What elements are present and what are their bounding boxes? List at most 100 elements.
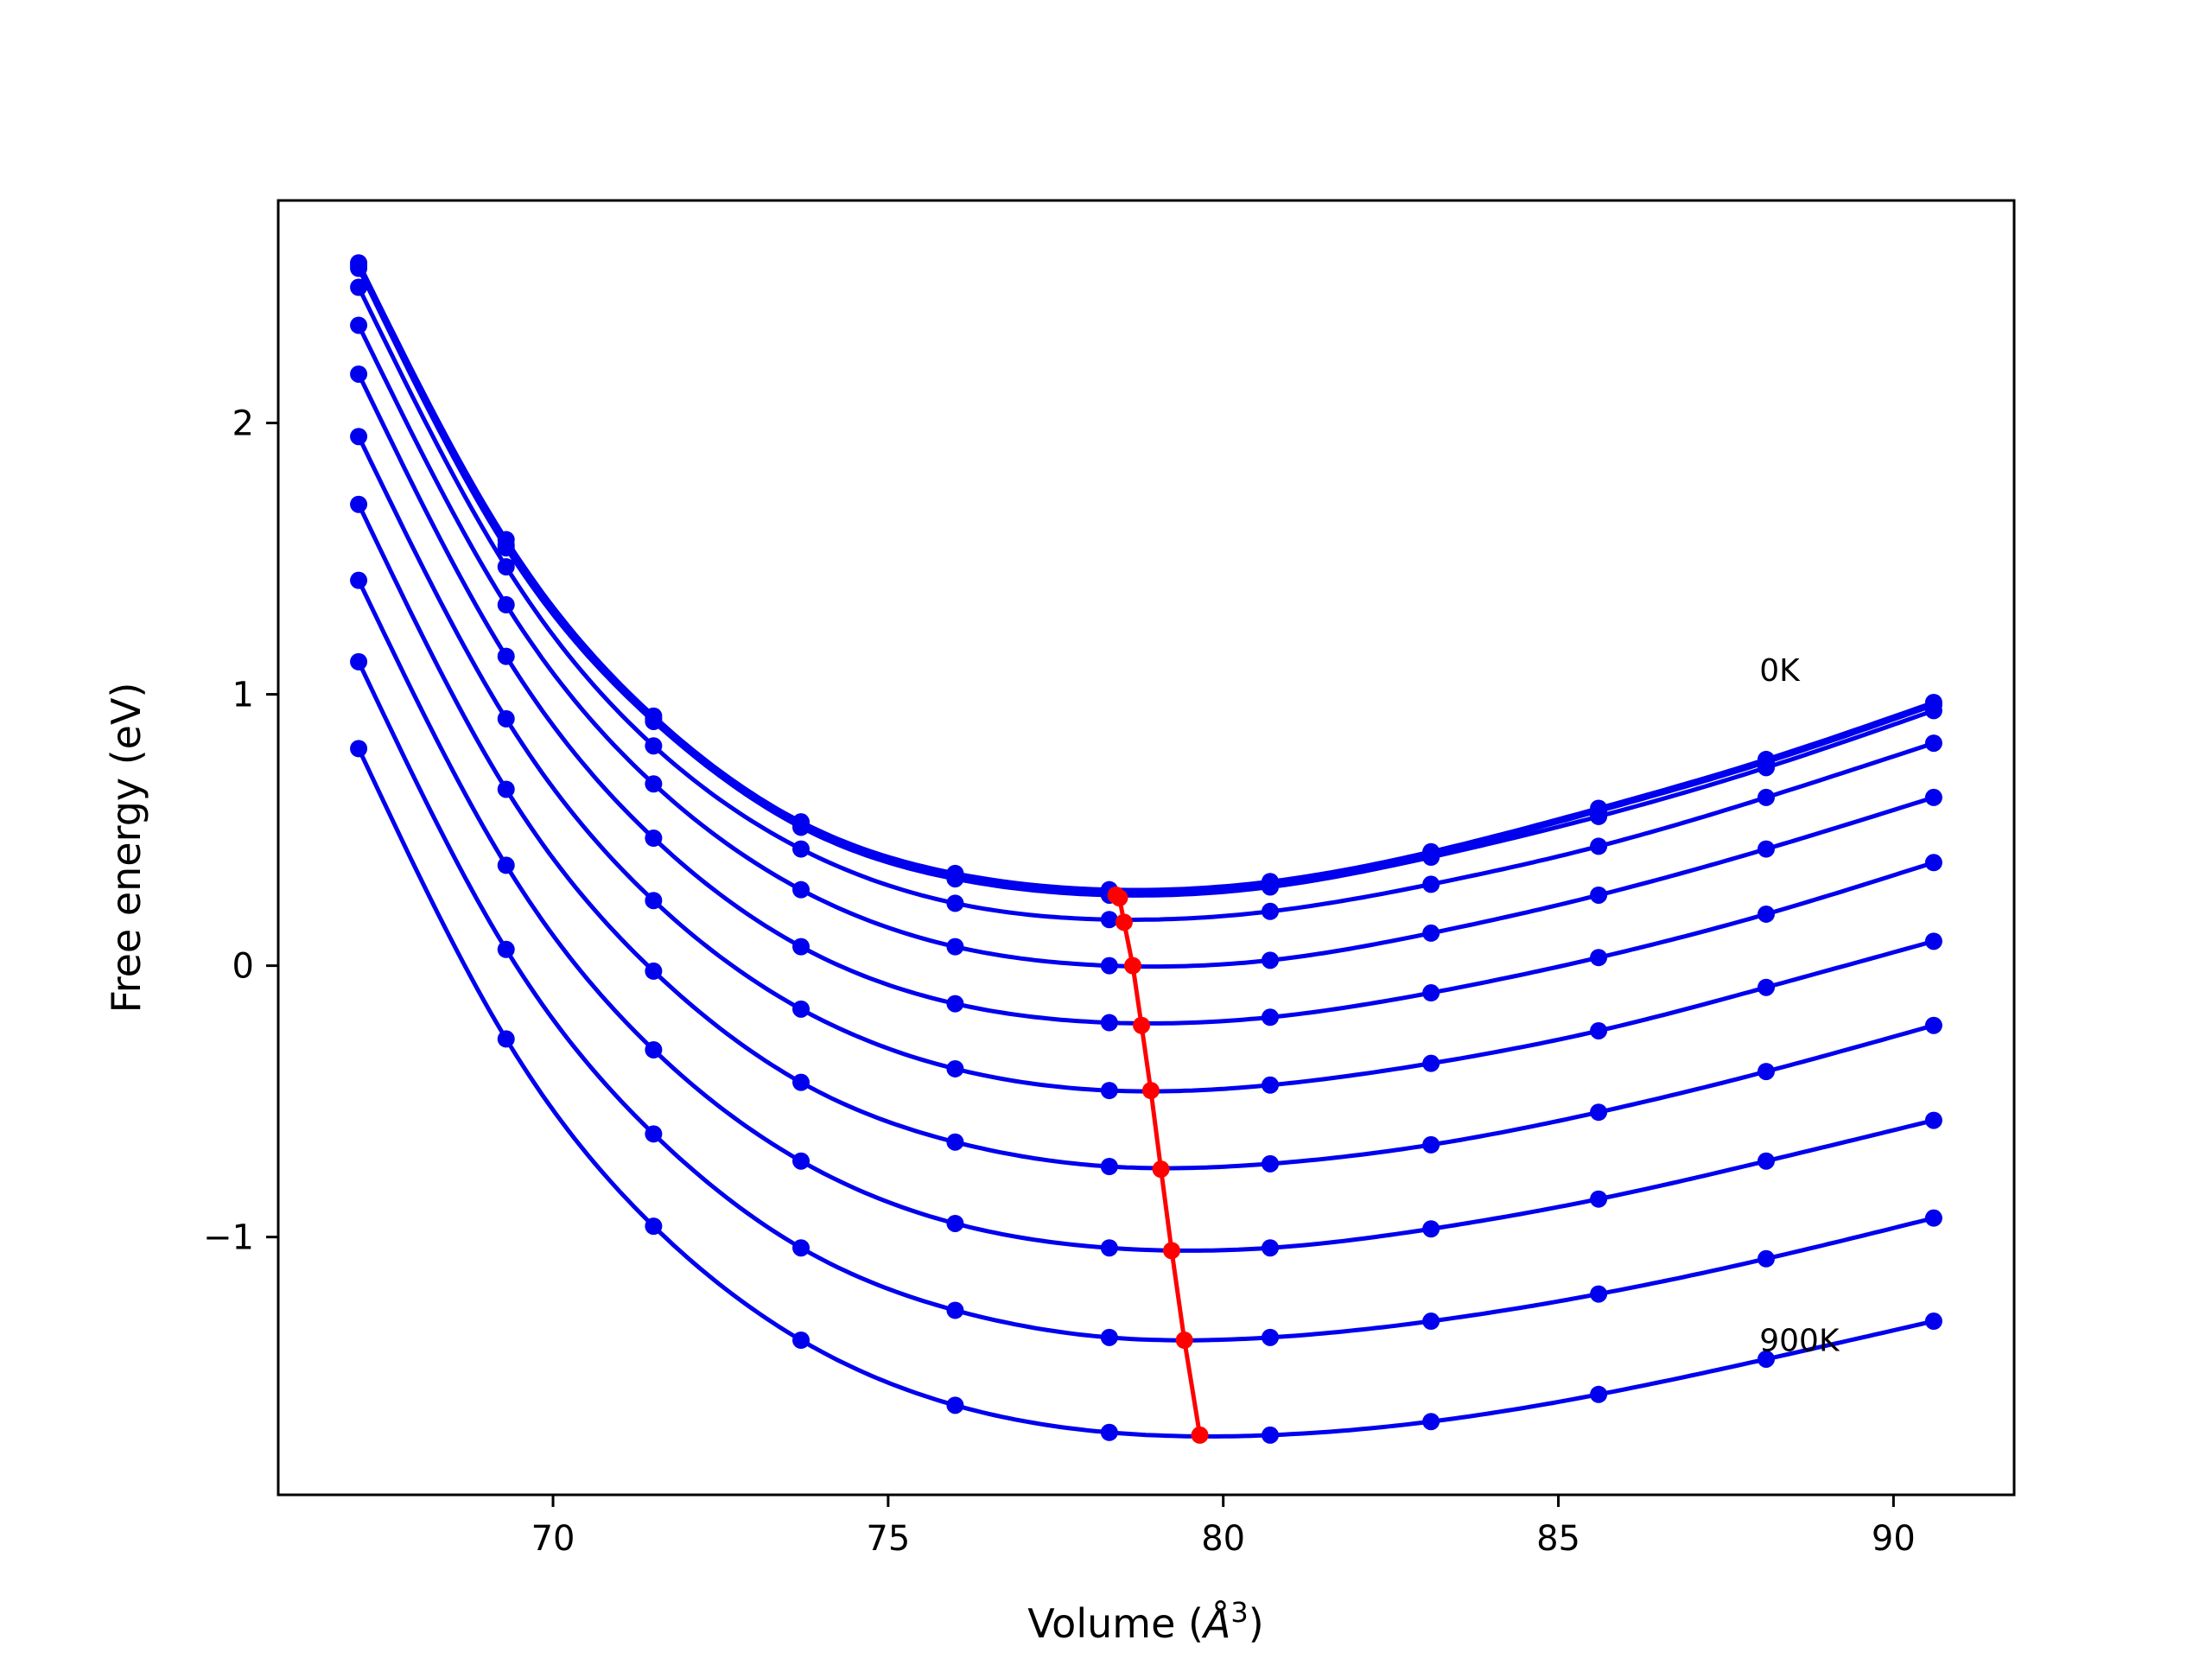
y-axis-ticks: −1 0 1 2	[203, 404, 278, 1258]
isotherm-point	[1758, 788, 1775, 806]
isotherm-point	[497, 780, 515, 798]
temperature-annotation: 900K	[1759, 1324, 1840, 1359]
y-tick-label: −1	[203, 1218, 254, 1258]
isotherm-point	[350, 365, 368, 383]
isotherm-curve-10	[356, 747, 1935, 1439]
isotherm-point	[1590, 1021, 1608, 1039]
x-tick-label: 75	[866, 1519, 910, 1559]
isotherm-point	[645, 712, 663, 730]
isotherm-curve-0	[356, 262, 1935, 893]
x-tick-label: 70	[531, 1519, 575, 1559]
isotherm-point	[1422, 924, 1440, 942]
x-tick-label: 85	[1536, 1519, 1580, 1559]
minimum-point	[1191, 1426, 1209, 1444]
isotherm-point	[1422, 1220, 1440, 1238]
isotherm-point	[1422, 1054, 1440, 1072]
minimum-point	[1133, 1016, 1151, 1034]
isotherm-point	[1262, 1239, 1279, 1257]
isotherm-curve-9	[356, 660, 1935, 1343]
isotherm-point	[1924, 1209, 1942, 1227]
minimum-point	[1175, 1331, 1193, 1349]
isotherm-point	[1262, 1328, 1279, 1346]
isotherm-point	[1758, 840, 1775, 858]
isotherm-point	[1758, 1249, 1775, 1268]
isotherm-point	[497, 1030, 515, 1048]
isotherm-point	[1422, 1313, 1440, 1331]
isotherm-point	[350, 495, 368, 513]
isotherm-point	[1262, 902, 1279, 920]
isotherm-point	[350, 278, 368, 296]
y-tick-label: 0	[232, 947, 254, 987]
isotherm-point	[1422, 848, 1440, 866]
plot-frame	[276, 199, 2016, 1497]
isotherm-point	[645, 830, 663, 848]
isotherm-point	[946, 894, 964, 912]
isotherm-curve-2	[356, 267, 1935, 898]
isotherm-point	[645, 1040, 663, 1058]
isotherm-point	[645, 737, 663, 755]
isotherm-point	[946, 995, 964, 1013]
isotherm-point	[792, 1000, 810, 1018]
isotherm-point	[1590, 837, 1608, 855]
isotherm-point	[497, 557, 515, 575]
isotherm-point	[792, 938, 810, 956]
minimum-point	[1162, 1242, 1180, 1260]
isotherm-point	[1758, 905, 1775, 923]
isotherm-point	[1924, 702, 1942, 720]
isotherm-point	[497, 595, 515, 613]
isotherm-point	[1758, 1152, 1775, 1170]
isotherm-point	[1758, 978, 1775, 996]
isotherm-point	[1262, 1076, 1279, 1094]
minimum-point	[1123, 957, 1141, 975]
isotherm-point	[946, 1059, 964, 1077]
isotherm-point	[1100, 1082, 1118, 1100]
isotherm-point	[792, 1239, 810, 1257]
isotherm-point	[946, 938, 964, 956]
isotherm-point	[1100, 1328, 1118, 1346]
isotherm-point	[497, 856, 515, 874]
isotherm-curve-4	[356, 324, 1935, 969]
isotherm-point	[1100, 1014, 1118, 1032]
temperature-annotation: 0K	[1759, 653, 1801, 689]
isotherm-point	[1100, 1239, 1118, 1257]
isotherm-point	[350, 652, 368, 671]
isotherm-point	[645, 1125, 663, 1143]
isotherm-point	[1262, 1008, 1279, 1027]
isotherm-point	[946, 1396, 964, 1414]
isotherm-point	[1422, 1413, 1440, 1431]
isotherm-point	[1590, 949, 1608, 967]
isotherm-point	[946, 1214, 964, 1232]
isotherm-point	[1422, 1135, 1440, 1154]
isotherm-point	[792, 880, 810, 899]
isotherm-point	[645, 1217, 663, 1236]
isotherm-point	[497, 538, 515, 556]
isotherm-point	[1100, 1423, 1118, 1441]
isotherm-point	[1590, 1190, 1608, 1208]
minimum-line-path	[1115, 893, 1203, 1436]
isotherm-point	[1100, 957, 1118, 975]
isotherm-point	[792, 840, 810, 858]
y-tick-label: 1	[232, 676, 254, 715]
isotherm-point	[645, 775, 663, 793]
isotherm-point	[1262, 951, 1279, 969]
isotherm-point	[1758, 1063, 1775, 1081]
minimum-point	[1141, 1082, 1160, 1100]
isotherm-point	[350, 428, 368, 446]
minimum-point	[1115, 913, 1133, 931]
isotherm-point	[350, 259, 368, 277]
isotherm-point	[350, 571, 368, 589]
isotherm-point	[1590, 886, 1608, 904]
isotherm-point	[1590, 807, 1608, 825]
isotherm-point	[1924, 854, 1942, 872]
isotherm-point	[946, 1301, 964, 1319]
isotherm-point	[497, 940, 515, 958]
isotherm-point	[1924, 1111, 1942, 1129]
isotherm-point	[1422, 984, 1440, 1002]
isotherm-point	[1924, 932, 1942, 950]
isotherm-point	[1590, 1385, 1608, 1403]
isotherm-point	[1100, 1158, 1118, 1176]
x-axis-ticks: 70 75 80 85 90	[531, 1495, 1916, 1559]
minimum-point	[1110, 889, 1128, 907]
